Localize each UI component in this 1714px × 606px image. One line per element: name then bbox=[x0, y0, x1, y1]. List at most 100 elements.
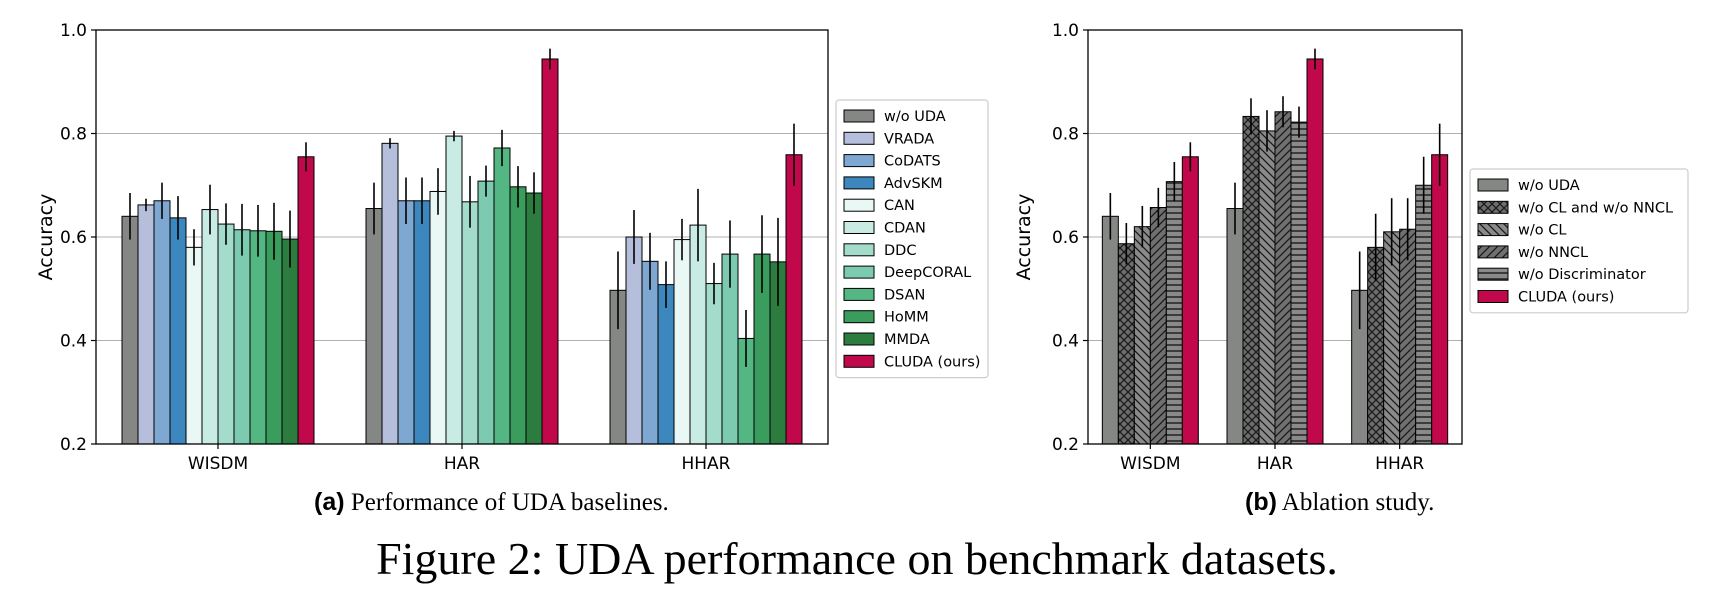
y-tick-label: 1.0 bbox=[1052, 21, 1079, 41]
bar-har-w-o-discriminator bbox=[1290, 121, 1308, 445]
panel-b-y-axis-label: Accuracy bbox=[1013, 194, 1035, 281]
panel-a-chart: 0.2 0.4 0.6 0.8 1.0 WISDM HAR HHAR Accuracy w/… bbox=[35, 21, 989, 474]
bar-hhar-ddc bbox=[705, 283, 723, 445]
bar-wisdm-can bbox=[185, 246, 203, 445]
bar-har-ddc bbox=[461, 201, 479, 445]
panel-b-chart: 0.2 0.4 0.6 0.8 1.0 WISDM HAR HHAR Accuracy w/… bbox=[1013, 21, 1689, 474]
legend-entry: AdvSKM bbox=[884, 176, 943, 192]
bar-har-w-o-nncl bbox=[1274, 111, 1292, 445]
bar-hhar-cluda-ours- bbox=[1431, 154, 1449, 445]
panel-b-plot-frame bbox=[1087, 29, 1463, 445]
bar-wisdm-w-o-uda bbox=[121, 215, 139, 445]
bar-hhar-w-o-discriminator bbox=[1415, 184, 1433, 445]
legend-entry: CLUDA (ours) bbox=[1518, 290, 1614, 306]
legend-entry: w/o Discriminator bbox=[1518, 267, 1646, 283]
legend-swatch bbox=[843, 221, 875, 234]
y-tick-label: 0.4 bbox=[60, 332, 87, 352]
x-tick-label: HAR bbox=[444, 454, 480, 474]
legend-entry: DeepCORAL bbox=[884, 265, 971, 281]
x-tick-label: HAR bbox=[1257, 454, 1293, 474]
x-tick-label: HHAR bbox=[1375, 454, 1424, 474]
legend-swatch bbox=[843, 131, 875, 145]
bar-wisdm-deepcoral bbox=[233, 229, 251, 445]
y-tick-label: 0.6 bbox=[1052, 228, 1079, 248]
panel-b-x-ticks: WISDM HAR HHAR bbox=[1120, 444, 1424, 474]
bar-wisdm-mmda bbox=[281, 238, 299, 445]
x-tick-label: WISDM bbox=[1120, 454, 1180, 474]
legend-swatch bbox=[843, 243, 875, 257]
legend-swatch bbox=[843, 310, 875, 324]
bar-wisdm-advskm bbox=[169, 217, 187, 445]
panel-b-error-bars bbox=[1109, 48, 1441, 330]
bar-wisdm-homm bbox=[265, 230, 283, 445]
panel-a-x-ticks: WISDM HAR HHAR bbox=[188, 444, 731, 474]
bar-har-codats bbox=[397, 200, 415, 445]
legend-swatch bbox=[843, 154, 875, 168]
bar-wisdm-ddc bbox=[217, 223, 235, 445]
legend-entry: w/o CL bbox=[1518, 223, 1566, 239]
bar-hhar-vrada bbox=[625, 236, 643, 445]
bar-har-w-o-uda bbox=[1226, 208, 1244, 445]
bar-hhar-w-o-nncl bbox=[1399, 228, 1417, 445]
bar-har-vrada bbox=[381, 142, 399, 445]
legend-swatch bbox=[843, 332, 875, 346]
y-tick-label: 1.0 bbox=[60, 21, 87, 41]
bar-har-w-o-uda bbox=[365, 208, 383, 445]
bar-wisdm-codats bbox=[153, 200, 171, 445]
legend-swatch bbox=[1477, 178, 1509, 192]
panel-b-caption-text: Ablation study. bbox=[1281, 489, 1435, 516]
panel-b-y-ticks: 0.2 0.4 0.6 0.8 1.0 bbox=[1052, 21, 1088, 455]
panel-a-bars bbox=[121, 58, 803, 445]
bar-har-dsan bbox=[493, 147, 511, 445]
legend-swatch bbox=[843, 176, 875, 190]
legend-box bbox=[835, 99, 989, 379]
bar-wisdm-w-o-cl-and-w-o-nncl bbox=[1117, 243, 1135, 445]
bar-wisdm-w-o-discriminator bbox=[1165, 181, 1183, 445]
legend-entry: MMDA bbox=[884, 332, 930, 348]
bar-har-homm bbox=[509, 186, 527, 445]
panel-a-legend: w/o UDA VRADA CoDATS AdvSKM CAN CDAN DDC DeepCO… bbox=[835, 99, 989, 379]
legend-swatch bbox=[843, 354, 875, 368]
bar-hhar-cluda-ours- bbox=[785, 154, 803, 445]
legend-entry: DSAN bbox=[884, 287, 925, 303]
bar-hhar-advskm bbox=[657, 284, 675, 445]
y-tick-label: 0.2 bbox=[60, 435, 87, 455]
bar-wisdm-w-o-cl bbox=[1133, 226, 1151, 445]
legend-swatch bbox=[1477, 267, 1509, 281]
x-tick-label: HHAR bbox=[681, 454, 730, 474]
figure-caption: Figure 2: UDA performance on benchmark d… bbox=[376, 533, 1338, 584]
panel-a-y-axis-label: Accuracy bbox=[35, 194, 57, 281]
bar-har-w-o-cl bbox=[1258, 130, 1276, 445]
bar-har-can bbox=[429, 190, 447, 445]
bar-wisdm-cluda-ours- bbox=[1181, 156, 1199, 445]
bar-wisdm-cdan bbox=[201, 209, 219, 445]
bar-wisdm-w-o-uda bbox=[1101, 215, 1119, 445]
legend-entry: HoMM bbox=[884, 310, 929, 326]
panel-a-caption-text: Performance of UDA baselines. bbox=[350, 489, 669, 516]
legend-swatch bbox=[843, 109, 875, 123]
legend-swatch bbox=[1477, 290, 1509, 303]
panel-a-caption-label: (a) bbox=[314, 488, 345, 516]
legend-swatch bbox=[1477, 245, 1509, 259]
bar-har-advskm bbox=[413, 200, 431, 445]
panel-a-error-bars bbox=[129, 48, 795, 367]
y-tick-label: 0.6 bbox=[60, 228, 87, 248]
legend-swatch bbox=[1477, 223, 1509, 237]
panel-b-caption: (b) Ablation study. bbox=[1245, 488, 1434, 517]
legend-entry: VRADA bbox=[884, 131, 934, 147]
legend-entry: CLUDA (ours) bbox=[884, 354, 980, 370]
panel-b-legend: w/o UDA w/o CL and w/o NNCL w/o CL w/o NNCL… bbox=[1469, 168, 1689, 314]
legend-entry: DDC bbox=[884, 243, 916, 259]
legend-box bbox=[1469, 168, 1689, 314]
panel-a-caption: (a) Performance of UDA baselines. bbox=[314, 488, 669, 517]
bar-har-deepcoral bbox=[477, 180, 495, 445]
bar-hhar-can bbox=[673, 239, 691, 445]
bar-wisdm-w-o-nncl bbox=[1149, 207, 1167, 445]
x-tick-label: WISDM bbox=[188, 454, 248, 474]
bar-wisdm-vrada bbox=[137, 204, 155, 445]
bar-wisdm-dsan bbox=[249, 230, 267, 445]
y-tick-label: 0.2 bbox=[1052, 435, 1079, 455]
bar-har-mmda bbox=[525, 192, 543, 445]
legend-swatch bbox=[1477, 200, 1509, 214]
